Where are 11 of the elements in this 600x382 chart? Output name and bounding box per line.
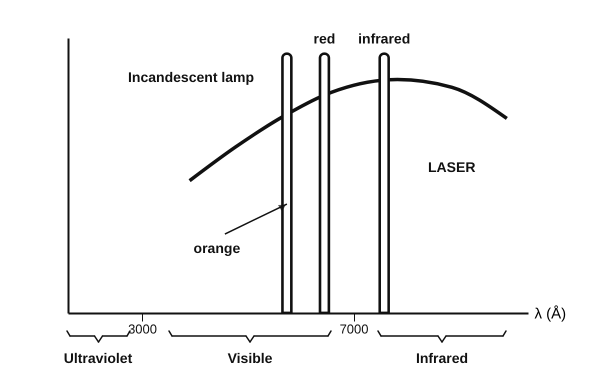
- text: Infrared: [416, 350, 468, 366]
- annotation: orange: [194, 240, 240, 256]
- text: Ultraviolet: [64, 350, 133, 366]
- annotation: infrared: [358, 30, 410, 47]
- annotation: Incandescent lamp: [128, 69, 254, 85]
- annotation: red: [314, 30, 336, 47]
- annotation: LASER: [428, 159, 476, 175]
- x-tick-label: 3000: [128, 322, 157, 336]
- x-tick-label: 7000: [340, 322, 368, 336]
- x-axis-title: λ (Å): [534, 304, 566, 322]
- text: Visible: [228, 350, 273, 366]
